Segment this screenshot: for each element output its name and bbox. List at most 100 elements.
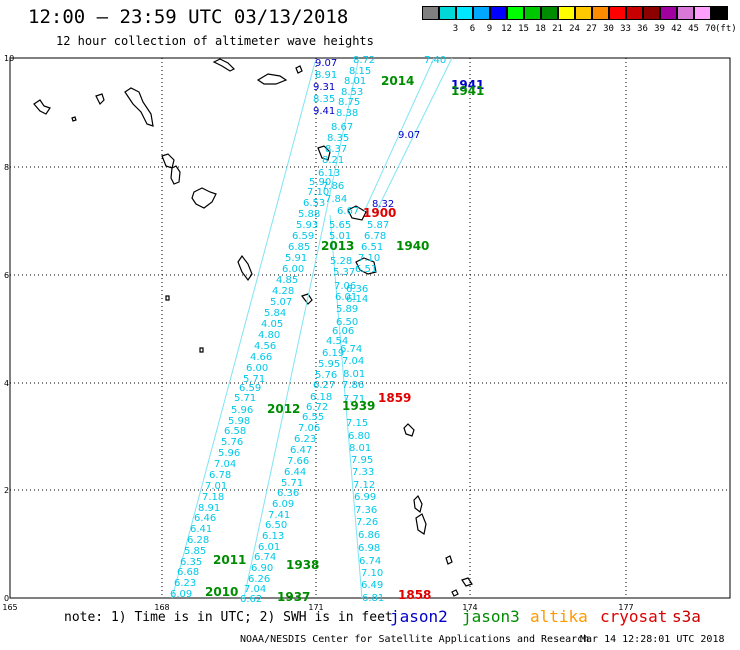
track-line (329, 214, 363, 599)
swh-value: 5.65 (329, 220, 351, 231)
colorbar-swatch (507, 6, 524, 20)
swh-value: 5.98 (228, 416, 250, 427)
credit-line: NOAA/NESDIS Center for Satellite Applica… (240, 634, 590, 645)
swh-value: 5.89 (336, 304, 358, 315)
island-outline (191, 187, 217, 209)
swh-value: 6.50 (265, 520, 287, 531)
swh-value: 9.41 (313, 106, 335, 117)
island-outline (237, 254, 253, 282)
y-tick-label: 6 (4, 271, 9, 280)
swh-value: 6.44 (284, 467, 306, 478)
swh-value: 8.72 (353, 55, 375, 66)
island-outline (413, 494, 423, 514)
swh-value: 6.06 (332, 326, 354, 337)
colorbar-label: 39 (654, 24, 665, 34)
x-tick-label: 174 (462, 603, 477, 612)
swh-value: 7.06 (298, 423, 320, 434)
colorbar-label: 70 (705, 24, 716, 34)
swh-value: 6.35 (180, 557, 202, 568)
islands (33, 58, 473, 597)
swh-value: 8.01 (344, 76, 366, 87)
swh-value: 7.04 (342, 356, 364, 367)
satellite-legend-item: cryosat (600, 607, 668, 626)
swh-value: 6.59 (239, 383, 261, 394)
swh-value: 4.05 (261, 319, 283, 330)
swh-value: 5.96 (218, 448, 240, 459)
generated-timestamp: Mar 14 12:28:01 UTC 2018 (580, 634, 725, 645)
satellite-tracks (171, 57, 453, 599)
island-outline (33, 99, 51, 115)
swh-value: 6.62 (240, 594, 262, 605)
swh-value: 5.95 (318, 359, 340, 370)
swh-value: 7.84 (325, 194, 347, 205)
swh-value: 6.46 (194, 513, 216, 524)
swh-value: 6.00 (246, 363, 268, 374)
swh-value: 8.01 (343, 369, 365, 380)
island-outline (71, 116, 77, 122)
swh-value: 7.01 (205, 481, 227, 492)
colorbar-swatch (694, 6, 711, 20)
swh-value: 6.74 (254, 552, 276, 563)
swh-value: 7.06 (334, 281, 356, 292)
track-time-label: 2012 (267, 402, 300, 416)
swh-value: 6.26 (248, 574, 270, 585)
colorbar-label: 36 (637, 24, 648, 34)
colorbar-label: 21 (552, 24, 563, 34)
colorbar-swatch (575, 6, 592, 20)
y-tick-label: 8 (4, 163, 9, 172)
swh-value: 6.78 (364, 231, 386, 242)
colorbar-swatch (677, 6, 694, 20)
track-line (375, 57, 453, 213)
swh-value: 7.04 (244, 584, 266, 595)
swh-value: 8.21 (322, 155, 344, 166)
swh-value: 6.00 (282, 264, 304, 275)
swh-value: 6.90 (251, 563, 273, 574)
colorbar-swatch (524, 6, 541, 20)
swh-value: 6.51 (355, 264, 377, 275)
swh-value: 6.58 (224, 426, 246, 437)
swh-value: 6.68 (177, 567, 199, 578)
swh-value: 5.96 (231, 405, 253, 416)
swh-value: 7.04 (214, 459, 236, 470)
swh-value: 8.32 (372, 199, 394, 210)
swh-value: 5.28 (330, 256, 352, 267)
island-outline (161, 153, 175, 169)
swh-value: 5.84 (264, 308, 286, 319)
swh-value: 6.99 (354, 492, 376, 503)
colorbar-label: 27 (586, 24, 597, 34)
island-outline (451, 589, 459, 597)
swh-value: 8.67 (331, 122, 353, 133)
swh-value: 9.31 (313, 82, 335, 93)
swh-value: 6.23 (294, 434, 316, 445)
colorbar-swatch (626, 6, 643, 20)
swh-value: 7.10 (307, 187, 329, 198)
swh-value: 7.26 (356, 517, 378, 528)
y-tick-label: 4 (4, 379, 9, 388)
map-title: 12:00 – 23:59 UTC 03/13/2018 (28, 6, 349, 28)
track-time-label: 1938 (286, 558, 319, 572)
colorbar-swatch (439, 6, 456, 20)
swh-value: 8.01 (349, 443, 371, 454)
colorbar-label: 12 (501, 24, 512, 34)
swh-value: 6.55 (302, 412, 324, 423)
colorbar-swatch (711, 6, 728, 20)
satellite-legend-item: jason3 (462, 607, 520, 626)
colorbar-label: 45 (688, 24, 699, 34)
swh-value: 5.90 (309, 177, 331, 188)
swh-value: 6.59 (292, 231, 314, 242)
swh-value: 6.81 (362, 593, 384, 604)
swh-value: 8.38 (336, 108, 358, 119)
swh-value: 6.41 (190, 524, 212, 535)
swh-value: 9.07 (398, 130, 420, 141)
swh-value: 4.28 (272, 286, 294, 297)
track-line (243, 61, 359, 599)
swh-value: 6.49 (361, 580, 383, 591)
swh-value: 6.13 (262, 531, 284, 542)
swh-value: 6.53 (303, 198, 325, 209)
x-tick-label: 165 (2, 603, 17, 612)
swh-value: 6.85 (288, 242, 310, 253)
colorbar-label: 15 (518, 24, 529, 34)
swh-value: 7.15 (346, 418, 368, 429)
swh-value: 6.67 (337, 206, 359, 217)
